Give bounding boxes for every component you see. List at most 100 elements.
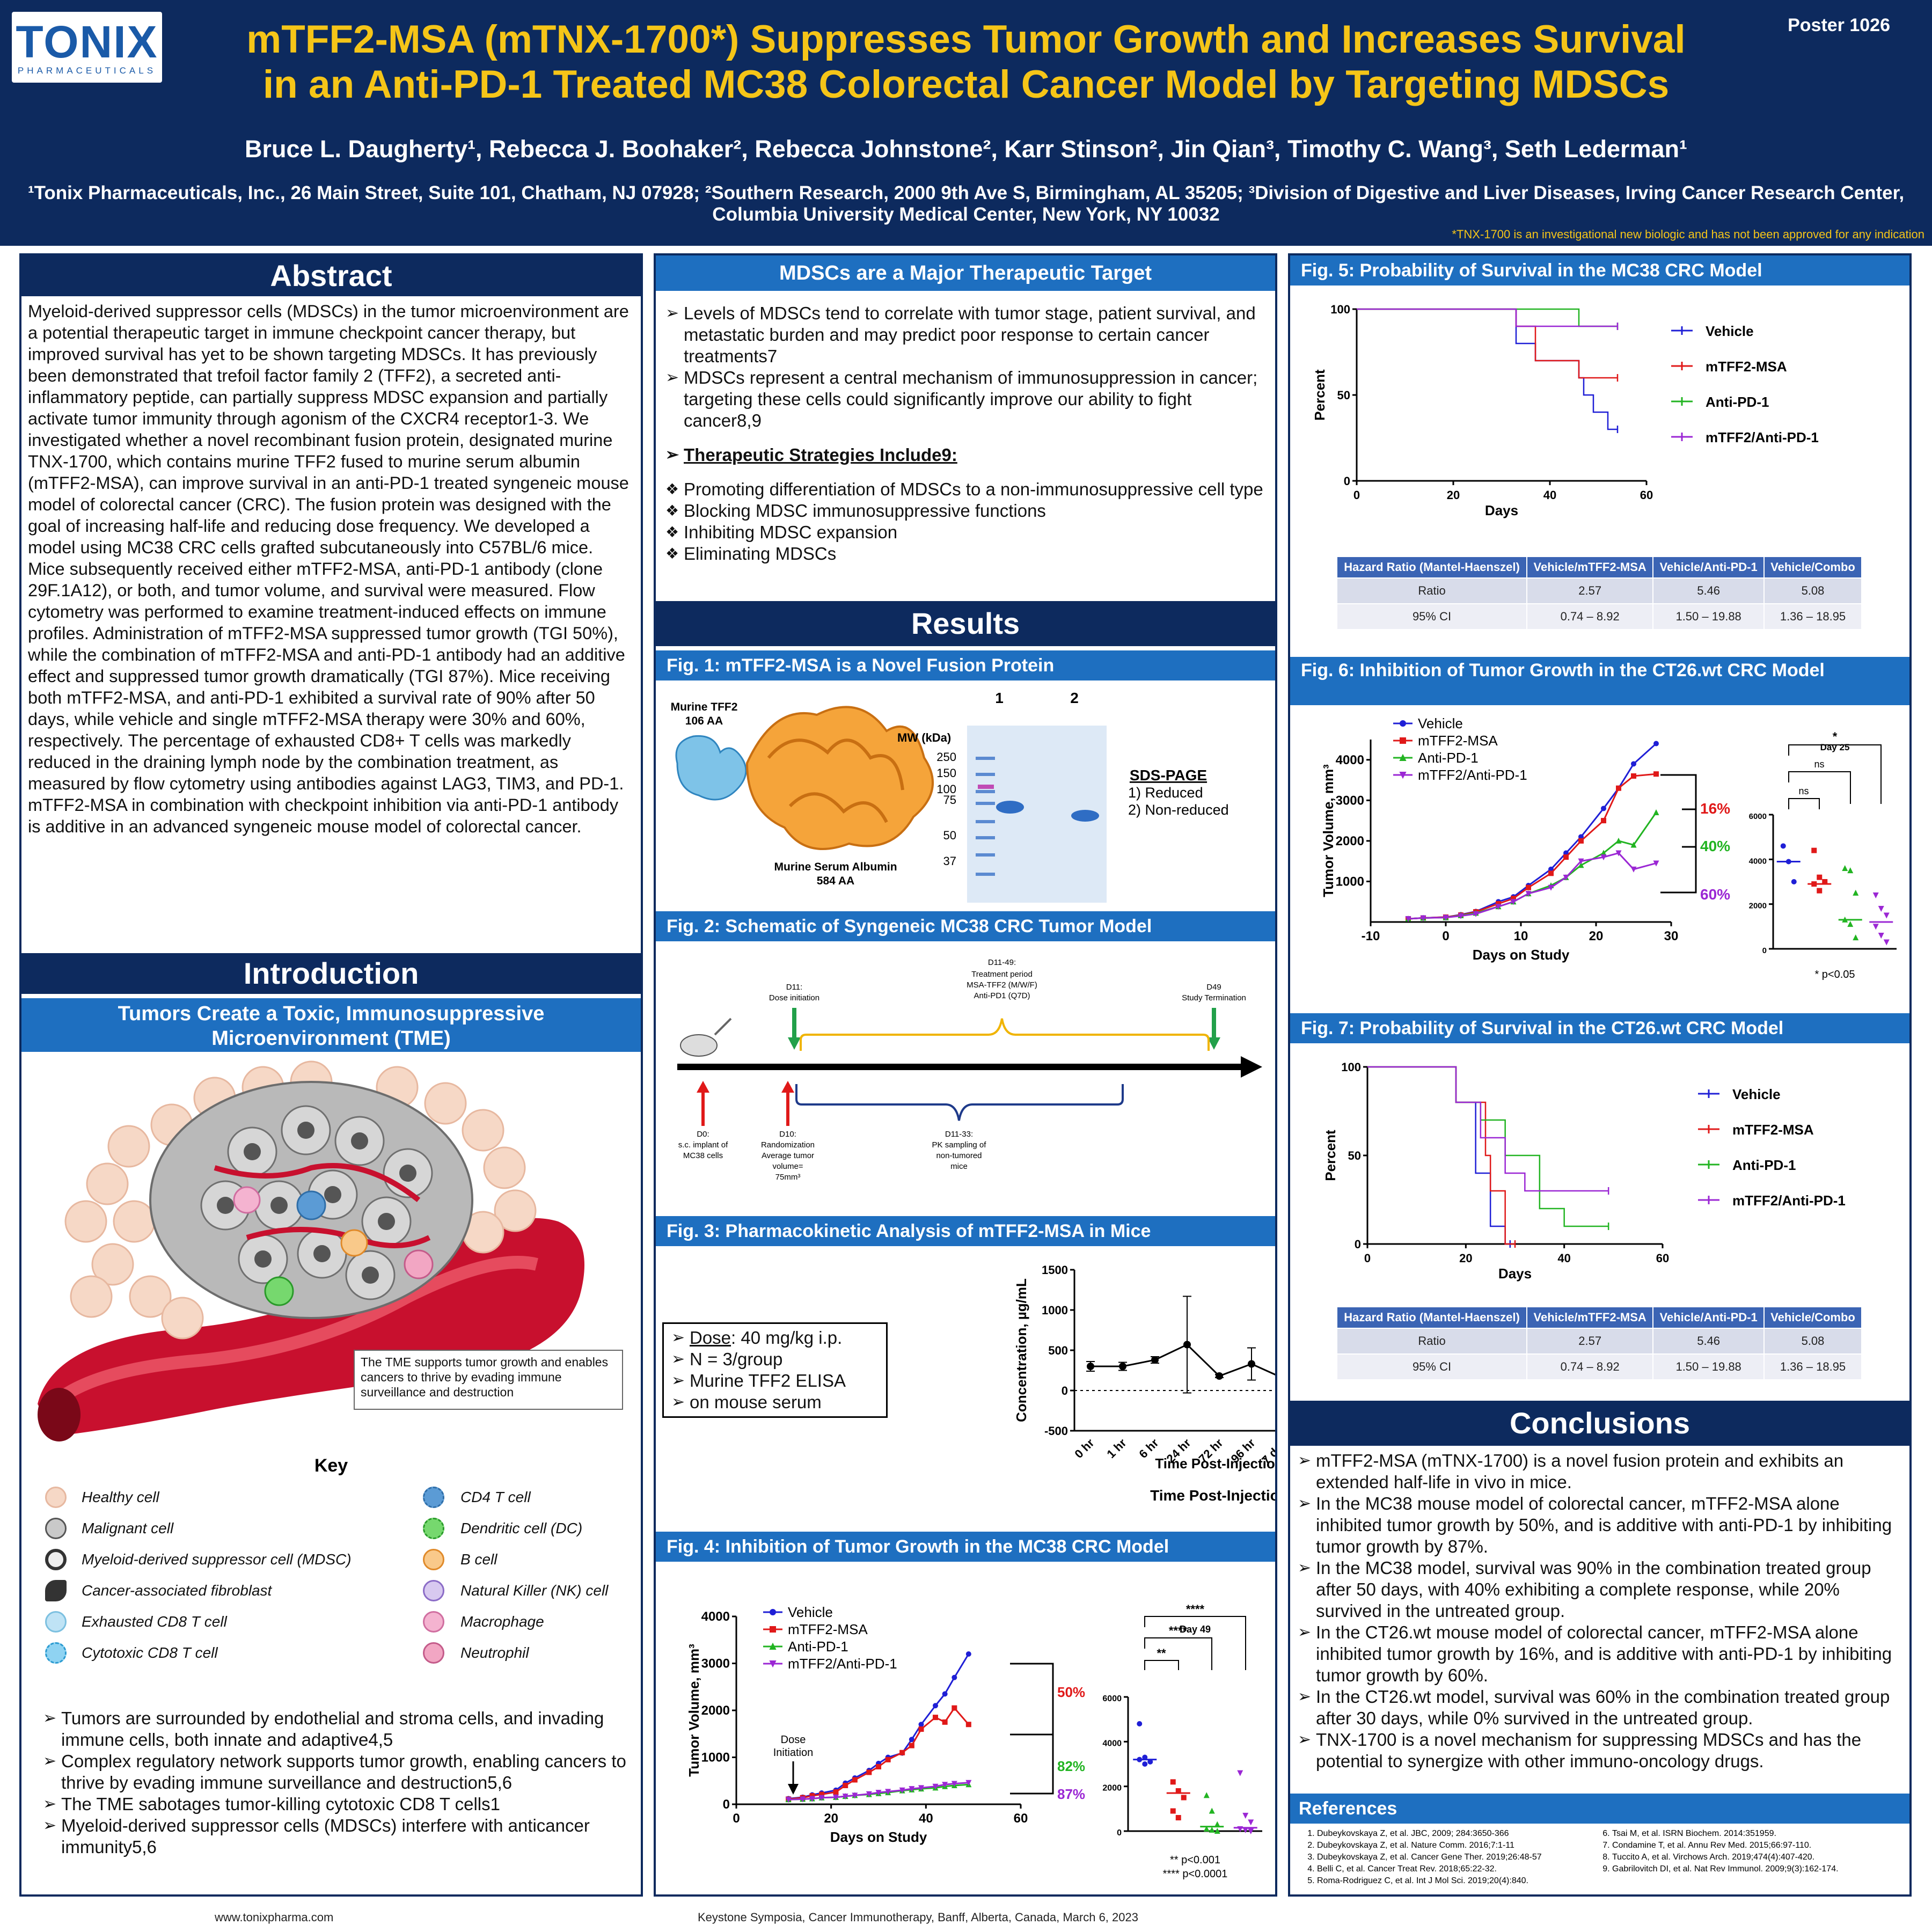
data-point bbox=[1791, 879, 1797, 884]
data-point bbox=[1399, 753, 1407, 761]
x-tick-label: 40 bbox=[919, 1811, 933, 1826]
tgi-label: 82% bbox=[1057, 1758, 1085, 1774]
disclaimer: *TNX-1700 is an investigational new biol… bbox=[1452, 228, 1924, 241]
mw-ticks: 250 150 100 75 50 37 bbox=[936, 750, 956, 868]
key-cd4: CD4 T cell bbox=[460, 1489, 531, 1505]
data-point bbox=[1600, 854, 1607, 861]
strategy-item: Inhibiting MDSC expansion bbox=[663, 522, 1264, 543]
key-dendritic: Dendritic cell (DC) bbox=[460, 1520, 583, 1536]
hazard-row-ratio: Ratio 2.57 5.46 5.08 bbox=[1336, 1328, 1862, 1355]
fig3-dose-value: : 40 mg/kg i.p. bbox=[731, 1328, 843, 1348]
p-note: **** p<0.0001 bbox=[1163, 1868, 1228, 1880]
legend-label: Anti-PD-1 bbox=[1706, 394, 1769, 410]
data-point bbox=[1615, 850, 1622, 857]
tonix-logo: TONIX PHARMACEUTICALS bbox=[12, 12, 162, 83]
lane-1-band bbox=[996, 801, 1024, 814]
lane-2-label: 2 bbox=[1070, 690, 1079, 706]
legend-label: mTFF2/Anti-PD-1 bbox=[1706, 429, 1819, 445]
key-title: Key bbox=[314, 1455, 348, 1476]
data-point bbox=[1653, 809, 1659, 815]
data-point bbox=[1631, 773, 1636, 779]
author-list: Bruce L. Daugherty¹, Rebecca J. Boohaker… bbox=[244, 135, 1687, 163]
legend-label: Vehicle bbox=[1732, 1086, 1781, 1102]
data-point bbox=[1237, 1770, 1243, 1776]
data-point bbox=[885, 1757, 891, 1762]
legend-label: Anti-PD-1 bbox=[1418, 750, 1479, 766]
cd4-cell bbox=[296, 1190, 326, 1220]
y-tick-label: 6000 bbox=[1102, 1694, 1122, 1703]
data-point bbox=[1216, 1372, 1223, 1380]
column-left: Abstract Myeloid-derived suppressor cell… bbox=[19, 253, 643, 1897]
hazard-th: Vehicle/mTFF2-MSA bbox=[1526, 1306, 1654, 1329]
strategy-item: Promoting differentiation of MDSCs to a … bbox=[663, 479, 1264, 500]
msa-structure bbox=[745, 706, 934, 850]
data-point bbox=[770, 1609, 776, 1615]
tff2-structure bbox=[675, 735, 747, 801]
healthy-cell-icon bbox=[45, 1487, 67, 1508]
fig3-elisa-2: on mouse serum bbox=[669, 1392, 881, 1413]
legend-label: mTFF2/Anti-PD-1 bbox=[1418, 767, 1527, 783]
hazard-row-ci: 95% CI 0.74 – 8.92 1.50 – 19.88 1.36 – 1… bbox=[1336, 1353, 1862, 1380]
x-axis-label: Days on Study bbox=[1473, 947, 1570, 963]
data-point bbox=[1420, 915, 1426, 921]
y-axis-label: Percent bbox=[1312, 369, 1328, 421]
mw-75: 75 bbox=[943, 793, 956, 807]
legend-label: mTFF2-MSA bbox=[788, 1621, 868, 1637]
fig5-title: Fig. 5: Probability of Survival in the M… bbox=[1290, 255, 1909, 286]
hazard-header-row: Hazard Ratio (Mantel-Haenszel) Vehicle/m… bbox=[1336, 556, 1862, 579]
data-point bbox=[1653, 860, 1659, 867]
data-point bbox=[1209, 1826, 1215, 1833]
d49-label: D49 bbox=[1206, 983, 1221, 992]
fig1-title: Fig. 1: mTFF2-MSA is a Novel Fusion Prot… bbox=[656, 650, 1275, 680]
neutrophil-cell bbox=[404, 1249, 434, 1279]
data-point bbox=[942, 1719, 948, 1725]
exhausted-cd8-icon bbox=[45, 1611, 67, 1633]
fig1-msa-label: Murine Serum Albumin bbox=[774, 861, 897, 873]
data-point bbox=[1822, 879, 1828, 884]
conclusion-bullet: TNX-1700 is a novel mechanism for suppre… bbox=[1296, 1729, 1902, 1772]
lane-1-label: 1 bbox=[995, 690, 1004, 706]
data-point bbox=[885, 1789, 891, 1795]
x-tick-label: 0 bbox=[1364, 1252, 1371, 1265]
y-tick-label: 50 bbox=[1337, 389, 1350, 402]
conclusion-bullet: mTFF2-MSA (mTNX-1700) is a novel fusion … bbox=[1296, 1450, 1902, 1493]
data-point bbox=[909, 1786, 915, 1792]
x-axis-label: Days bbox=[1485, 502, 1518, 518]
hazard-cell: 1.50 – 19.88 bbox=[1652, 1353, 1765, 1380]
data-point bbox=[1399, 772, 1407, 779]
sds-item-1: 1) Reduced bbox=[1128, 785, 1203, 801]
data-point bbox=[1601, 806, 1606, 811]
tme-illustration: The TME supports tumor growth and enable… bbox=[38, 1060, 623, 1441]
data-point bbox=[876, 1764, 881, 1769]
data-point bbox=[1780, 843, 1786, 849]
key-cytotoxic-cd8: Cytotoxic CD8 T cell bbox=[82, 1644, 218, 1661]
legend-label: Vehicle bbox=[1706, 323, 1754, 339]
p-note: ** p<0.001 bbox=[1170, 1854, 1220, 1866]
x-tick-label: 20 bbox=[1459, 1252, 1472, 1265]
data-point bbox=[800, 1796, 806, 1803]
footer-url[interactable]: www.tonixpharma.com bbox=[215, 1911, 334, 1924]
conclusion-bullet: In the MC38 mouse model of colorectal ca… bbox=[1296, 1493, 1902, 1557]
sig-label: **** bbox=[1169, 1624, 1188, 1637]
x-tick-label: 30 bbox=[1664, 929, 1679, 943]
data-point bbox=[1853, 934, 1859, 941]
y-tick-label: 0 bbox=[1117, 1828, 1122, 1838]
data-point bbox=[932, 1783, 939, 1790]
data-point bbox=[918, 1785, 924, 1791]
data-point bbox=[833, 1794, 839, 1801]
data-point bbox=[1811, 847, 1817, 853]
column-right: Fig. 5: Probability of Survival in the M… bbox=[1288, 253, 1912, 1897]
y-tick-label: 50 bbox=[1348, 1149, 1361, 1162]
fig2-schematic: D11-49: Treatment period MSA-TFF2 (M/W/F… bbox=[677, 958, 1262, 1182]
pk-label: D11-33: bbox=[945, 1130, 973, 1139]
hazard-th: Hazard Ratio (Mantel-Haenszel) bbox=[1336, 556, 1528, 579]
data-point bbox=[1563, 854, 1569, 860]
treatment-label-3: Anti-PD1 (Q7D) bbox=[974, 991, 1030, 1000]
series-line bbox=[1408, 773, 1657, 920]
fig1-tff2-aa: 106 AA bbox=[685, 715, 723, 727]
x-tick-label: 60 bbox=[1640, 488, 1653, 502]
data-point bbox=[770, 1626, 776, 1633]
data-point bbox=[843, 1783, 848, 1788]
data-point bbox=[833, 1789, 839, 1795]
data-point bbox=[1142, 1754, 1148, 1760]
